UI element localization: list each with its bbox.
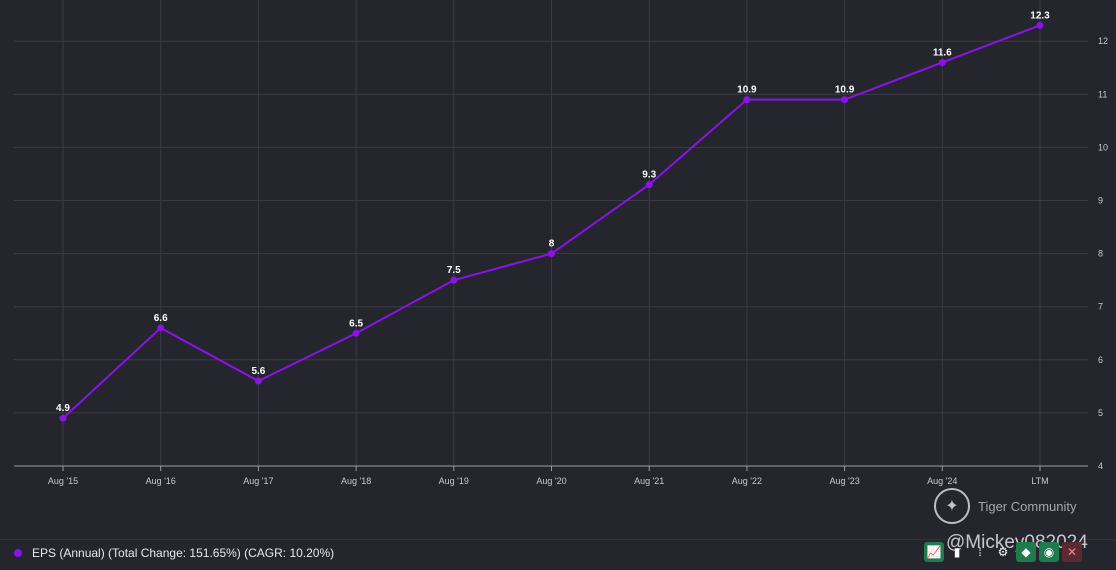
- data-label: 6.6: [154, 313, 168, 324]
- gear-icon[interactable]: ⚙: [997, 545, 1009, 559]
- data-point[interactable]: [352, 329, 360, 337]
- data-label: 10.9: [737, 85, 757, 96]
- close-icon[interactable]: ✕: [1062, 542, 1082, 562]
- legend-marker: [14, 549, 22, 557]
- y-tick-label: 12: [1098, 36, 1108, 46]
- tiger-logo-icon: ✦: [934, 488, 970, 524]
- data-point[interactable]: [157, 324, 165, 332]
- y-tick-label: 8: [1098, 249, 1103, 259]
- x-tick-label: Aug '15: [48, 476, 78, 486]
- y-tick-label: 7: [1098, 302, 1103, 312]
- tag-icon[interactable]: ◆: [1016, 542, 1036, 562]
- brand-watermark: ✦ Tiger Community: [934, 486, 1110, 526]
- y-tick-label: 9: [1098, 196, 1103, 206]
- data-point[interactable]: [841, 96, 849, 104]
- data-label: 6.5: [349, 318, 363, 329]
- chart-toolbar: 📈 ▮ ⁞ ⚙ ◆ ◉ ✕: [924, 542, 1082, 564]
- data-label: 8: [549, 239, 555, 250]
- data-point[interactable]: [1036, 21, 1044, 29]
- x-tick-label: Aug '18: [341, 476, 371, 486]
- axis-layer: 4 5 6 7 8 9 10 11 12 Aug '15 Aug '16 Aug '17 Aug '18…: [14, 36, 1108, 486]
- data-point[interactable]: [254, 377, 262, 385]
- x-tick-label: Aug '23: [829, 476, 859, 486]
- data-point[interactable]: [743, 96, 751, 104]
- x-tick-label: Aug '16: [146, 476, 176, 486]
- x-tick-label: Aug '19: [439, 476, 469, 486]
- y-tick-label: 11: [1098, 89, 1107, 99]
- data-label: 10.9: [835, 85, 855, 96]
- label-layer: 4.9 6.6 5.6 6.5 7.5 8 9.3 10.9 10.9 11.6 12.3: [56, 10, 1050, 414]
- x-tick-label: Aug '22: [732, 476, 762, 486]
- data-label: 9.3: [642, 170, 656, 181]
- data-label: 5.6: [251, 366, 265, 377]
- y-tick-label: 4: [1098, 461, 1103, 471]
- data-label: 7.5: [447, 265, 461, 276]
- x-tick-label: Aug '17: [243, 476, 273, 486]
- x-tick-label: Aug '24: [927, 476, 957, 486]
- line-chart-icon[interactable]: 📈: [924, 542, 944, 562]
- legend-label: EPS (Annual) (Total Change: 151.65%) (CA…: [32, 546, 335, 560]
- data-point[interactable]: [59, 414, 67, 422]
- bar-chart-icon[interactable]: ▮: [953, 545, 961, 559]
- data-point[interactable]: [450, 276, 458, 284]
- y-tick-label: 6: [1098, 355, 1103, 365]
- data-label: 4.9: [56, 403, 70, 414]
- legend-item-eps[interactable]: EPS (Annual) (Total Change: 151.65%) (CA…: [14, 546, 334, 560]
- data-point[interactable]: [548, 250, 555, 258]
- more-icon[interactable]: ⁞: [978, 545, 982, 559]
- x-tick-label: Aug '20: [536, 476, 566, 486]
- data-label: 12.3: [1030, 10, 1050, 21]
- data-point[interactable]: [938, 58, 946, 66]
- y-tick-label: 10: [1098, 142, 1108, 152]
- data-label: 11.6: [933, 47, 952, 58]
- grid-layer: [14, 0, 1088, 466]
- eps-line-chart: 4 5 6 7 8 9 10 11 12 Aug '15 Aug '16 Aug '17 Aug '18…: [14, 0, 1108, 486]
- y-tick-label: 5: [1098, 408, 1103, 418]
- data-point[interactable]: [645, 181, 653, 189]
- x-tick-label: LTM: [1031, 476, 1048, 486]
- brand-name: Tiger Community: [978, 498, 1077, 514]
- eye-icon[interactable]: ◉: [1039, 542, 1059, 562]
- series-layer: [59, 21, 1044, 422]
- legend-bar: EPS (Annual) (Total Change: 151.65%) (CA…: [0, 539, 1116, 570]
- x-tick-label: Aug '21: [634, 476, 664, 486]
